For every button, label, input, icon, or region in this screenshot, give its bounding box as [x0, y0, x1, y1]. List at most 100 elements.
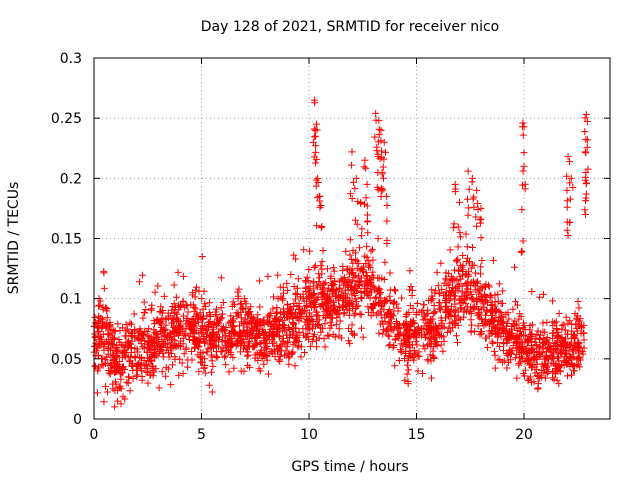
data-point [488, 298, 496, 306]
data-point [406, 347, 414, 355]
data-point [469, 294, 477, 302]
data-point [410, 319, 418, 327]
data-point [134, 348, 142, 356]
data-point [471, 327, 479, 335]
data-point [473, 186, 481, 194]
data-point [237, 333, 245, 341]
data-point [513, 327, 521, 335]
data-point [406, 267, 414, 275]
data-point [389, 299, 397, 307]
data-point [240, 294, 248, 302]
data-point [234, 288, 242, 296]
data-point [152, 329, 160, 337]
data-point [346, 265, 354, 273]
data-point [568, 371, 576, 379]
data-point [221, 326, 229, 334]
data-point [225, 368, 233, 376]
data-point [450, 307, 458, 315]
data-point [437, 259, 445, 267]
data-point [414, 299, 422, 307]
data-point [489, 311, 497, 319]
data-point [560, 339, 568, 347]
data-point [304, 335, 312, 343]
data-point [372, 109, 380, 117]
data-point [279, 334, 287, 342]
data-point [568, 346, 576, 354]
data-point [255, 330, 263, 338]
data-point [323, 311, 331, 319]
data-point [538, 339, 546, 347]
data-point [302, 277, 310, 285]
data-point [194, 351, 202, 359]
data-point [465, 204, 473, 212]
data-point [315, 334, 323, 342]
data-point [246, 330, 254, 338]
data-point [345, 325, 353, 333]
data-point [102, 304, 110, 312]
data-point [356, 310, 364, 318]
data-point [105, 366, 113, 374]
data-point [364, 257, 372, 265]
data-point [100, 268, 108, 276]
data-point [240, 336, 248, 344]
data-point [194, 312, 202, 320]
data-point [472, 213, 480, 221]
data-point [117, 375, 125, 383]
data-point [467, 291, 475, 299]
data-point [550, 342, 558, 350]
data-point [492, 328, 500, 336]
data-point [178, 359, 186, 367]
data-point [378, 300, 386, 308]
data-point [419, 316, 427, 324]
data-point [348, 148, 356, 156]
data-point [253, 349, 261, 357]
data-point [119, 393, 127, 401]
data-point [139, 314, 147, 322]
data-point [446, 291, 454, 299]
data-point [150, 317, 158, 325]
data-point [553, 366, 561, 374]
data-point [156, 343, 164, 351]
data-point [346, 251, 354, 259]
data-point [573, 314, 581, 322]
data-point [252, 339, 260, 347]
data-point [463, 307, 471, 315]
data-point [234, 292, 242, 300]
data-point [101, 339, 109, 347]
data-point [170, 281, 178, 289]
data-point [304, 317, 312, 325]
data-point [477, 305, 485, 313]
data-point [312, 296, 320, 304]
data-point [195, 343, 203, 351]
data-point [504, 333, 512, 341]
data-point [208, 340, 216, 348]
data-point [182, 325, 190, 333]
data-point [352, 256, 360, 264]
data-point [283, 279, 291, 287]
data-point [94, 332, 102, 340]
data-point [419, 342, 427, 350]
data-point [106, 338, 114, 346]
data-point [244, 310, 252, 318]
data-point [570, 334, 578, 342]
data-point [352, 305, 360, 313]
data-point [386, 292, 394, 300]
data-point [353, 303, 361, 311]
data-point [126, 319, 134, 327]
data-point [403, 361, 411, 369]
data-point [433, 338, 441, 346]
data-point [383, 217, 391, 225]
x-axis-label: GPS time / hours [291, 459, 408, 475]
data-point [519, 131, 527, 139]
data-point [164, 339, 172, 347]
data-point [435, 305, 443, 313]
data-point [168, 319, 176, 327]
data-point [338, 288, 346, 296]
data-point [468, 178, 476, 186]
data-point [393, 300, 401, 308]
data-point [476, 331, 484, 339]
data-point [482, 334, 490, 342]
data-point [213, 354, 221, 362]
data-point [321, 320, 329, 328]
data-point [564, 231, 572, 239]
